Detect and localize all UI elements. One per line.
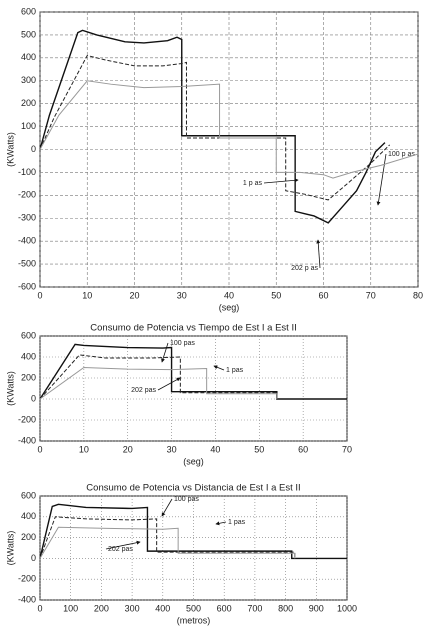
y-tick-label: 0 (31, 553, 36, 563)
y-tick-label: 400 (21, 511, 36, 521)
x-tick-label: 60 (298, 444, 308, 454)
x-tick-label: 60 (318, 290, 328, 300)
series-line (39, 516, 296, 559)
x-tick-label: 0 (37, 603, 42, 613)
y-tick-label: -200 (18, 574, 36, 584)
y-axis-label: (KWatts) (5, 531, 15, 566)
y-tick-label: -600 (18, 281, 36, 291)
y-axis-label: (KWatts) (5, 132, 15, 167)
y-tick-label: 600 (21, 490, 36, 500)
annotation: 100 pas (170, 340, 195, 347)
x-tick-label: 1000 (337, 603, 357, 613)
annotation: 202 pas (131, 387, 156, 394)
x-tick-label: 50 (271, 290, 281, 300)
x-tick-label: 20 (123, 444, 133, 454)
x-tick-label: 800 (278, 603, 293, 613)
y-tick-label: 500 (21, 29, 36, 39)
y-tick-label: -400 (18, 236, 36, 246)
x-axis-label: (metros) (177, 615, 211, 625)
annotation-arrow (213, 365, 225, 371)
y-tick-label: -100 (18, 167, 36, 177)
y-tick-label: 400 (21, 351, 36, 361)
x-tick-label: 600 (217, 603, 232, 613)
x-tick-label: 30 (167, 444, 177, 454)
x-tick-label: 10 (79, 444, 89, 454)
series-line (39, 80, 419, 179)
x-tick-label: 40 (224, 290, 234, 300)
y-tick-label: 0 (31, 144, 36, 154)
x-tick-label: 0 (37, 290, 42, 300)
y-tick-label: 300 (21, 75, 36, 85)
x-tick-label: 200 (94, 603, 109, 613)
y-tick-label: 100 (21, 121, 36, 131)
y-tick-label: 200 (21, 532, 36, 542)
annotation-arrow (215, 521, 227, 526)
x-tick-label: 700 (247, 603, 262, 613)
y-tick-label: -400 (18, 594, 36, 604)
x-tick-label: 900 (309, 603, 324, 613)
annotation: 202 p as (291, 265, 318, 272)
chart-title: Consumo de Potencia vs Tiempo de Est I a… (90, 323, 296, 334)
y-tick-label: -500 (18, 258, 36, 268)
plot-area (39, 335, 348, 442)
series-line (39, 366, 278, 400)
x-tick-label: 30 (177, 290, 187, 300)
series-line (39, 54, 390, 201)
y-tick-label: 400 (21, 52, 36, 62)
x-tick-label: 80 (413, 290, 423, 300)
y-tick-label: 600 (21, 330, 36, 340)
annotation: 202 pas (108, 546, 133, 553)
annotation: 100 pas (174, 496, 199, 503)
annotation-arrow (161, 498, 173, 517)
y-axis-label: (KWatts) (5, 371, 15, 406)
x-tick-label: 100 (63, 603, 78, 613)
x-tick-label: 400 (155, 603, 170, 613)
x-tick-label: 70 (366, 290, 376, 300)
x-axis-label: (seg) (183, 456, 204, 466)
series-line (39, 29, 386, 224)
annotation-arrow (263, 178, 299, 184)
y-tick-label: -200 (18, 414, 36, 424)
annotation-arrow (316, 239, 321, 269)
series-line (39, 526, 296, 559)
series-line (39, 503, 347, 560)
annotation: 1 pas (228, 519, 246, 526)
annotation-arrow (376, 153, 387, 206)
x-axis-label: (seg) (219, 302, 240, 312)
y-tick-label: 200 (21, 98, 36, 108)
chart-title: Consumo de Potencia vs Distancia de Est … (86, 483, 300, 494)
annotation: 100 p as (388, 151, 415, 158)
y-tick-label: 600 (21, 6, 36, 16)
x-tick-label: 10 (82, 290, 92, 300)
y-tick-label: -400 (18, 435, 36, 445)
x-tick-label: 500 (186, 603, 201, 613)
x-tick-label: 20 (129, 290, 139, 300)
y-tick-label: 200 (21, 372, 36, 382)
x-tick-label: 40 (210, 444, 220, 454)
annotation: 1 p as (243, 180, 263, 187)
series-line (39, 354, 278, 400)
x-tick-label: 300 (125, 603, 140, 613)
y-tick-label: -300 (18, 213, 36, 223)
annotation-arrow (161, 342, 169, 363)
y-tick-label: 0 (31, 393, 36, 403)
annotation: 1 pas (226, 367, 244, 374)
x-tick-label: 70 (342, 444, 352, 454)
y-tick-label: -200 (18, 190, 36, 200)
annotation-arrow (157, 377, 181, 391)
x-tick-label: 50 (254, 444, 264, 454)
x-tick-label: 0 (37, 444, 42, 454)
annotation-arrow (105, 540, 141, 550)
